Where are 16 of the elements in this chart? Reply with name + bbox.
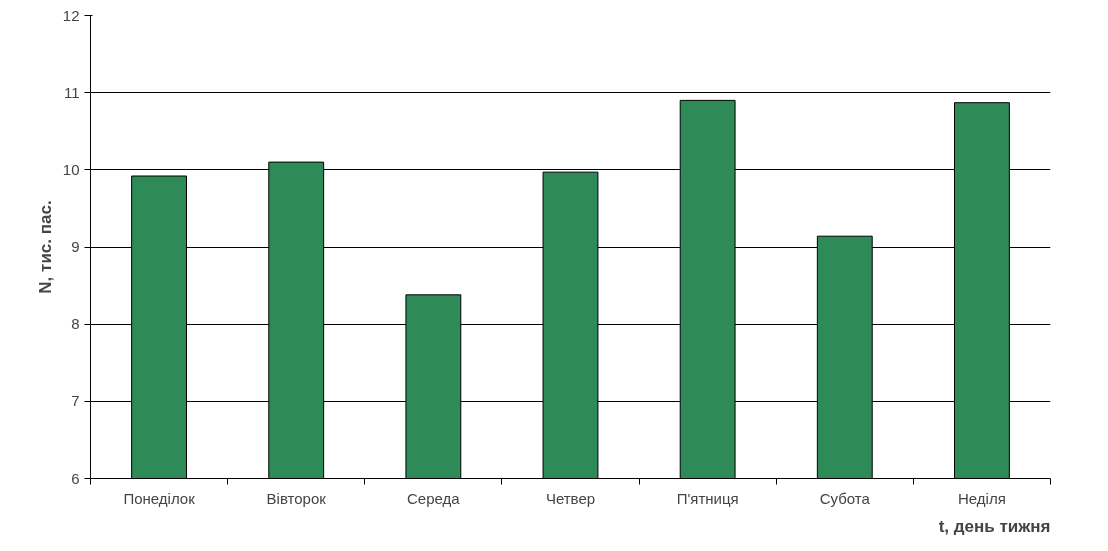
- x-tick-label: Неділя: [958, 489, 1006, 507]
- y-tick-label: 11: [63, 83, 80, 101]
- x-tick-label: Понеділок: [123, 489, 196, 507]
- x-axis-title: t, день тижня: [938, 516, 1051, 536]
- y-axis-title: N, тис. пас.: [35, 200, 55, 294]
- x-tick-label: П'ятниця: [676, 489, 739, 507]
- y-tick-label: 9: [71, 238, 80, 255]
- x-tick-label: Субота: [819, 489, 871, 507]
- x-tick-label: Середа: [407, 489, 461, 507]
- x-tick-label: Четвер: [545, 489, 596, 507]
- y-tick-label: 6: [71, 469, 80, 487]
- x-tick-label: Вівторок: [266, 489, 327, 507]
- y-tick-label: 10: [62, 160, 80, 178]
- y-tick-label: 12: [62, 6, 80, 24]
- y-tick-label: 7: [71, 392, 80, 410]
- y-tick-label: 8: [71, 315, 80, 333]
